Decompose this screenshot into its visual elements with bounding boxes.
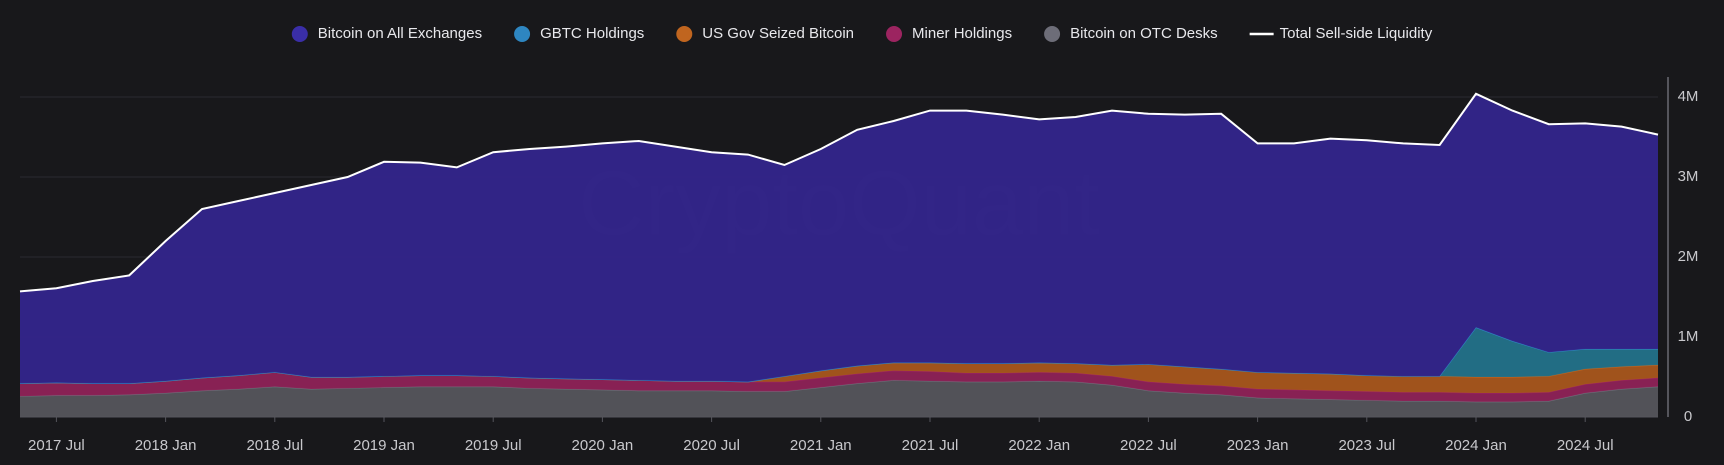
legend-item: Bitcoin on All Exchanges [291,25,482,42]
y-tick-label: 2M [1678,248,1699,265]
x-tick-label: 2024 Jan [1445,437,1507,454]
y-tick-label: 3M [1678,168,1699,185]
x-tick-label: 2020 Jan [572,437,634,454]
x-tick-label: 2020 Jul [683,437,740,454]
x-tick-label: 2021 Jan [790,437,852,454]
x-tick-label: 2017 Jul [28,437,85,454]
legend-label: Bitcoin on All Exchanges [318,25,482,42]
x-tick-label: 2024 Jul [1557,437,1614,454]
legend-label: GBTC Holdings [540,25,644,42]
legend-item: Miner Holdings [886,25,1012,42]
legend-item: GBTC Holdings [514,25,644,42]
x-tick-label: 2022 Jul [1120,437,1177,454]
y-tick-label: 1M [1678,328,1699,345]
x-tick-label: 2022 Jan [1008,437,1070,454]
area [20,370,1658,402]
legend-swatch [676,26,693,42]
line [19,92,1659,293]
legend-label: Bitcoin on OTC Desks [1070,25,1218,42]
x-tick-label: 2018 Jan [135,437,197,454]
area [20,380,1658,417]
area [20,93,1658,384]
legend-swatch [1044,26,1061,42]
legend-item: Total Sell-side Liquidity [1249,25,1433,42]
y-tick-label: 0 [1684,408,1692,425]
legend-label: Miner Holdings [912,25,1012,42]
area [20,362,1658,393]
y-tick-label: 4M [1678,88,1699,105]
x-tick-label: 2023 Jul [1338,437,1395,454]
legend-swatch [291,26,308,42]
legend-item: Bitcoin on OTC Desks [1044,25,1218,42]
x-tick-label: 2018 Jul [246,437,303,454]
x-tick-label: 2023 Jan [1227,437,1289,454]
x-tick-label: 2019 Jul [465,437,522,454]
legend-label: Total Sell-side Liquidity [1280,25,1433,42]
x-tick-label: 2021 Jul [902,437,959,454]
areas [19,93,1659,417]
legend: Bitcoin on All Exchanges GBTC Holdings US … [291,25,1433,42]
legend-swatch [514,26,531,42]
legend-label: US Gov Seized Bitcoin [702,25,854,42]
x-tick-label: 2019 Jan [353,437,415,454]
legend-swatch [886,26,903,42]
legend-item: US Gov Seized Bitcoin [676,25,854,42]
